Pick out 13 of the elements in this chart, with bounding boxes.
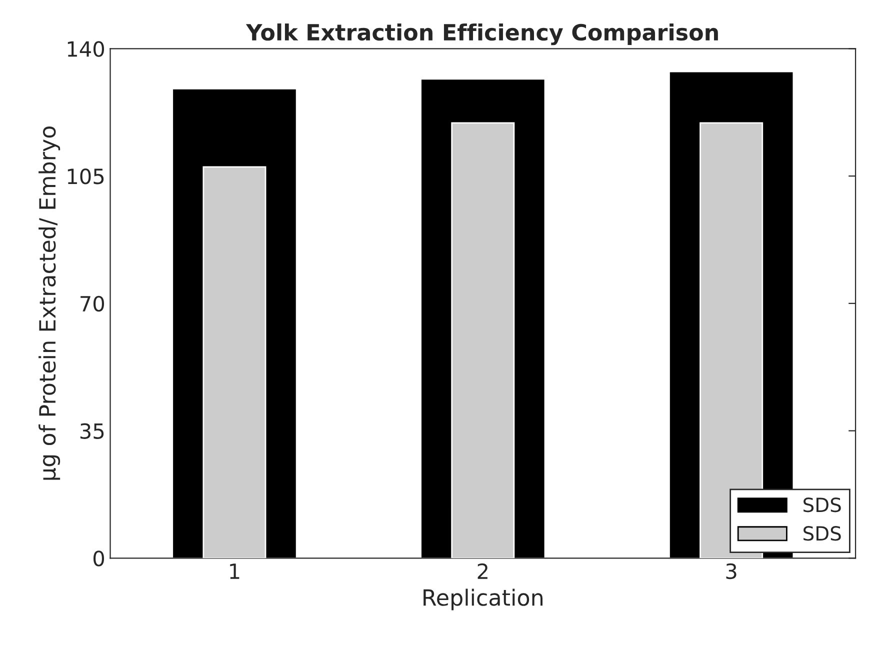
y-tick-label: 35 <box>80 423 104 439</box>
x-axis-title: Replication <box>424 588 542 610</box>
y-tick-label: 140 <box>68 41 104 57</box>
x-tick-label: 1 <box>230 564 240 579</box>
y-tick-label: 70 <box>80 296 104 312</box>
legend-label: SDS <box>804 526 841 541</box>
y-axis-title: µg of Protein Extracted/ Embryo <box>38 126 60 480</box>
y-tick-label: 0 <box>94 550 104 566</box>
x-tick-label: 3 <box>726 563 736 580</box>
legend-label: SDS <box>804 498 841 512</box>
y-tick-label: 105 <box>68 168 104 184</box>
x-tick-label: 2 <box>478 563 488 579</box>
chart-title: Yolk Extraction Efficiency Comparison <box>246 23 718 46</box>
